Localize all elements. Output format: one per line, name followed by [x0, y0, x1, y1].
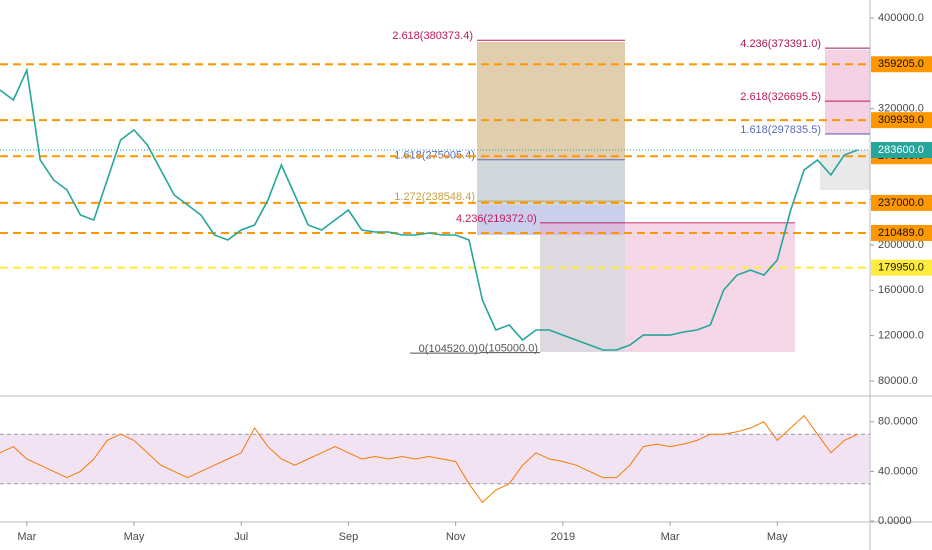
fib-zone — [477, 42, 625, 160]
x-tick-label: Mar — [17, 531, 36, 543]
level-label: 359205.0 — [878, 58, 924, 70]
y-tick-label: 160000.0 — [878, 284, 924, 296]
level-tag — [871, 259, 932, 276]
fib-label: 0(104520.0) — [419, 343, 478, 355]
level-label: 179950.0 — [878, 262, 924, 274]
y-tick-label: 320000.0 — [878, 103, 924, 115]
y-tick-label: 80000.0 — [878, 375, 918, 387]
fib-label: 4.236(373391.0) — [740, 38, 821, 50]
x-tick-label: May — [124, 531, 145, 543]
level-label: 309939.0 — [878, 114, 924, 126]
x-tick-label: Mar — [661, 531, 680, 543]
y-tick-label: 120000.0 — [878, 330, 924, 342]
fib-label: 1.618(297835.5) — [740, 124, 821, 136]
level-tag — [871, 56, 932, 73]
last-price-tag — [871, 142, 932, 159]
level-label: 237000.0 — [878, 197, 924, 209]
last-price-label: 283600.0 — [878, 144, 924, 156]
fib-label: 2.618(380373.4) — [392, 30, 473, 42]
x-tick-label: Nov — [446, 531, 466, 543]
x-tick-label: 2019 — [551, 531, 575, 543]
y2-tick-label: 40.0000 — [878, 465, 918, 477]
fib-zone — [540, 235, 625, 352]
y-tick-label: 200000.0 — [878, 239, 924, 251]
level-tag — [871, 194, 932, 211]
fib-label: 1.272(238548.4) — [394, 191, 475, 203]
fib-zone — [477, 160, 625, 205]
level-label: 210489.0 — [878, 227, 924, 239]
series-line — [0, 414, 858, 504]
fib-label: 0(105000.0) — [479, 343, 538, 355]
x-tick-label: Jul — [234, 531, 248, 543]
y2-tick-label: 0.0000 — [878, 515, 912, 527]
x-tick-label: May — [767, 531, 788, 543]
fib-zone — [825, 50, 870, 135]
y2-tick-label: 80.0000 — [878, 416, 918, 428]
series-line — [0, 67, 858, 351]
fib-label: 4.236(219372.0) — [456, 213, 537, 225]
fib-zone — [477, 205, 625, 235]
y-tick-label: 400000.0 — [878, 12, 924, 24]
level-tag — [871, 224, 932, 241]
level-tag — [871, 112, 932, 129]
rsi-band — [0, 434, 870, 484]
fib-label: 2.618(326695.5) — [740, 91, 821, 103]
x-tick-label: Sep — [339, 531, 359, 543]
plot-layer: 80000.0120000.0160000.0200000.0240000.03… — [0, 12, 932, 543]
